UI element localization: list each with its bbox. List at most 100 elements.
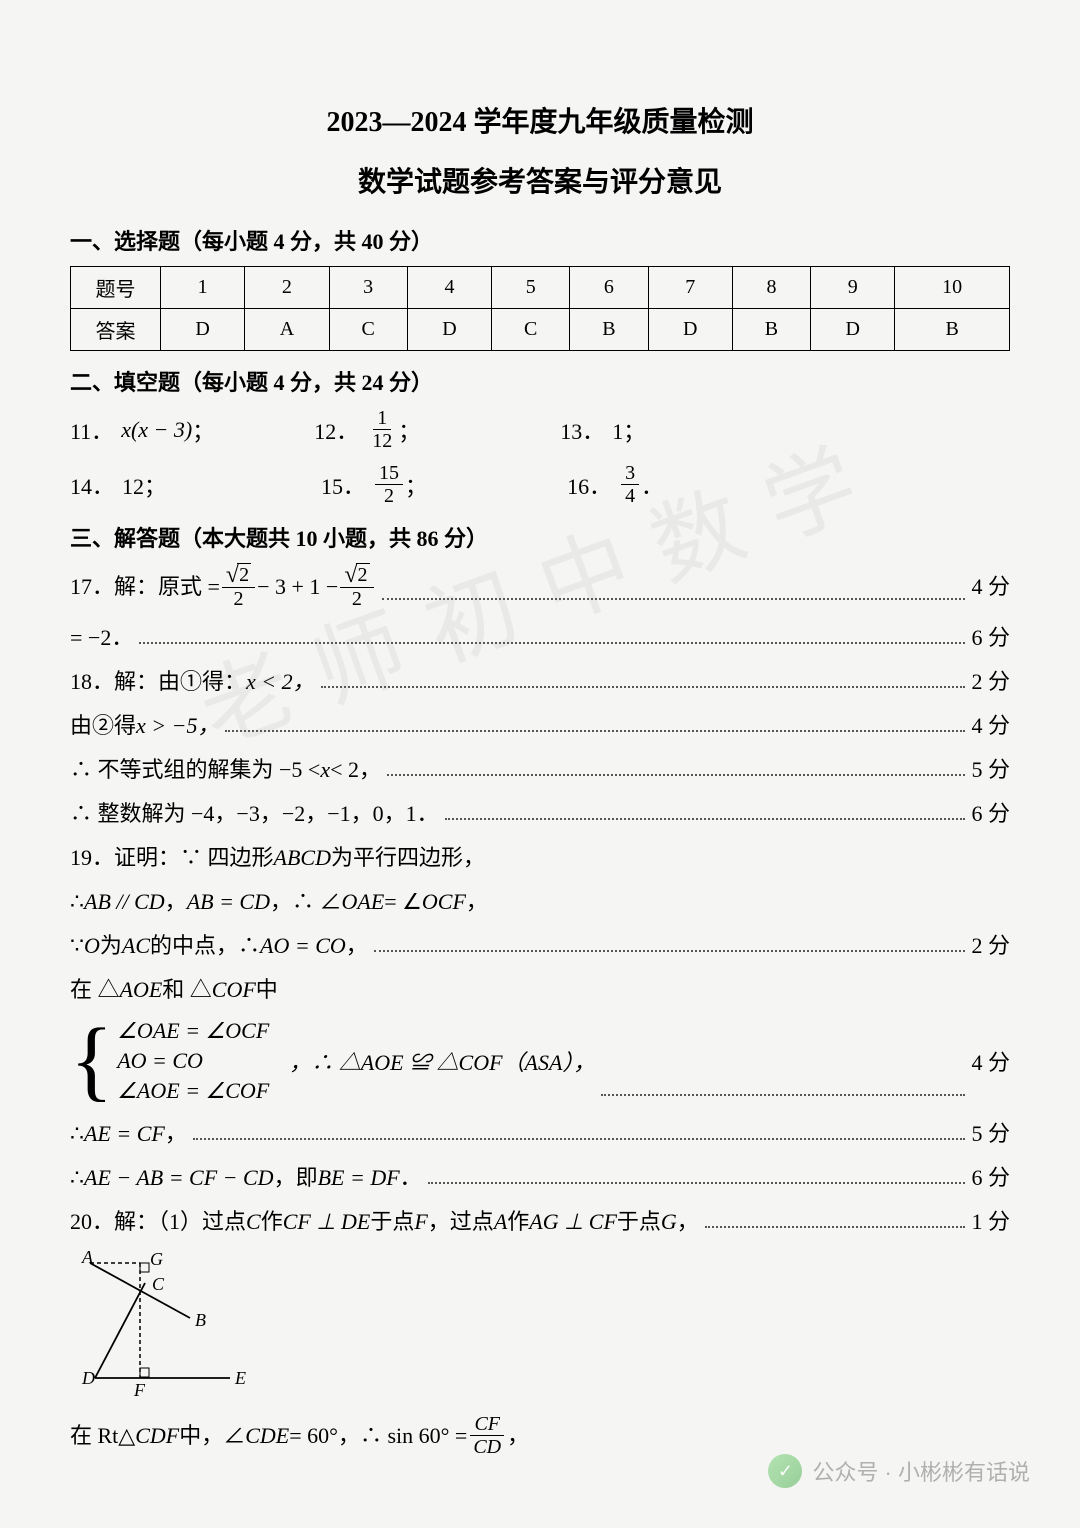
- q14: 14． 12；: [70, 469, 166, 501]
- q19-l2c: ，: [165, 885, 187, 918]
- q20-l2e: = 60°，∴ sin 60° =: [289, 1419, 467, 1452]
- wechat-icon: ✓: [768, 1454, 802, 1488]
- q19-l3e: 的中点，∴: [150, 929, 260, 962]
- q12-num: 12．: [314, 414, 358, 446]
- q16-bot: 4: [621, 485, 639, 507]
- q19-l3f: AO = CO: [260, 929, 346, 962]
- q13-ans: 1；: [612, 414, 645, 446]
- title-line-1: 2023—2024 学年度九年级质量检测: [70, 100, 1010, 140]
- q16-top: 3: [621, 462, 639, 485]
- col-num: 8: [732, 267, 810, 309]
- q20-l1c: 作: [261, 1205, 283, 1238]
- q15: 15． 15 2 ；: [321, 462, 427, 507]
- section-2-header: 二、填空题（每小题 4 分，共 24 分）: [70, 365, 1010, 397]
- q18-s4: 6 分: [971, 797, 1010, 830]
- label-A: A: [81, 1248, 94, 1267]
- q19-s3: 2 分: [971, 929, 1010, 962]
- ans-cell: A: [245, 309, 329, 351]
- q19-l6e: ．: [400, 1161, 422, 1194]
- q18-s1: 2 分: [971, 665, 1010, 698]
- q18-l3c: < 2，: [330, 753, 381, 786]
- q20-l1l: G: [661, 1205, 677, 1238]
- q18-s2: 4 分: [971, 709, 1010, 742]
- q20-l2a: 在 Rt△: [70, 1419, 135, 1452]
- q12-frac: 1 12: [368, 407, 396, 452]
- q19-l6d: BE = DF: [318, 1161, 400, 1194]
- q13-num: 13．: [560, 414, 604, 446]
- q17-sqrt2: 2: [356, 563, 370, 586]
- q20-frac-top: CF: [470, 1413, 504, 1436]
- q17-sqrt1: 2: [237, 563, 251, 586]
- q19-l2e: ，∴ ∠: [270, 885, 342, 918]
- q19-l5b: AE = CF: [84, 1117, 165, 1150]
- q15-top: 15: [375, 462, 403, 485]
- q16-frac: 3 4: [621, 462, 639, 507]
- table-row-nums: 题号 1 2 3 4 5 6 7 8 9 10: [71, 267, 1010, 309]
- q11-x: x: [121, 417, 131, 443]
- q19-l2: ∴ AB // CD ， AB = CD ，∴ ∠ OAE = ∠ OCF ，: [70, 884, 1010, 918]
- left-brace-icon: {: [70, 1016, 113, 1106]
- q19-l2b: AB // CD: [84, 885, 165, 918]
- answer-table: 题号 1 2 3 4 5 6 7 8 9 10 答案 D A C D C B D…: [70, 266, 1010, 351]
- q20-l2c: 中，∠: [179, 1419, 245, 1452]
- q17-den1: 2: [230, 588, 248, 610]
- q20-l1e: 于点: [370, 1205, 414, 1238]
- row-label-ans: 答案: [71, 309, 161, 351]
- q20-l2: 在 Rt△ CDF 中，∠ CDE = 60°，∴ sin 60° = CF C…: [70, 1413, 1010, 1458]
- q19-l4a: 在 △: [70, 973, 120, 1006]
- q12-top: 1: [373, 407, 391, 430]
- q20-l1h: A: [494, 1205, 507, 1238]
- q19-l2f: OAE: [342, 885, 385, 918]
- q17-score2: 6 分: [971, 621, 1010, 654]
- q19-l1: 19．证明：∵ 四边形 ABCD 为平行四边形，: [70, 840, 1010, 874]
- q19-l6c: ，即: [274, 1161, 318, 1194]
- q19-l6b: AE − AB = CF − CD: [84, 1161, 274, 1194]
- q20-l1: 20．解：（1）过点 C 作 CF ⊥ DE 于点 F ，过点 A 作 AG ⊥…: [70, 1204, 1010, 1238]
- q17-result: = −2．: [70, 621, 133, 654]
- q13: 13． 1；: [560, 414, 645, 446]
- q19-brace-group: { ∠OAE = ∠OCF AO = CO ∠AOE = ∠COF ，∴ △AO…: [70, 1016, 1010, 1106]
- brace-line-2: AO = CO: [117, 1048, 269, 1074]
- q16-suffix: ．: [641, 469, 663, 501]
- col-num: 2: [245, 267, 329, 309]
- q17-den2: 2: [348, 588, 366, 610]
- label-E: E: [234, 1368, 246, 1388]
- q20-frac: CF CD: [469, 1413, 505, 1458]
- fillblank-row-1: 11． x (x − 3) ； 12． 1 12 ； 13． 1；: [70, 407, 1010, 452]
- label-F: F: [133, 1380, 146, 1398]
- q18-l1a: 18．解：由①得：: [70, 665, 246, 698]
- q19-s5: 5 分: [971, 1117, 1010, 1150]
- q19-l2h: OCF: [422, 885, 466, 918]
- footer-watermark: ✓ 公众号 · 小彬彬有话说: [768, 1454, 1030, 1488]
- q19-l4d: COF: [212, 973, 256, 1006]
- q19-l2i: ，: [466, 885, 488, 918]
- q19-l3: ∵ O 为 AC 的中点，∴ AO = CO ， 2 分: [70, 928, 1010, 962]
- table-row-answers: 答案 D A C D C B D B D B: [71, 309, 1010, 351]
- q20-l1k: 于点: [617, 1205, 661, 1238]
- q19-l2g: = ∠: [384, 885, 422, 918]
- ans-cell: B: [732, 309, 810, 351]
- q18-l2: 由②得 x > −5， 4 分: [70, 708, 1010, 742]
- q17-prefix: 17．解：原式 =: [70, 570, 220, 603]
- label-G: G: [150, 1249, 163, 1269]
- q20-l1a: 20．解：（1）过点: [70, 1205, 246, 1238]
- col-num: 6: [570, 267, 648, 309]
- q17-mid: − 3 + 1 −: [257, 570, 338, 603]
- q12-bot: 12: [368, 430, 396, 452]
- q20-l2f: ，: [507, 1419, 529, 1452]
- q18-l2b: x > −5，: [136, 709, 219, 742]
- q15-num: 15．: [321, 469, 365, 501]
- q18-l1b: x < 2，: [246, 665, 315, 698]
- label-C: C: [152, 1274, 165, 1294]
- q20-l1m: ，: [677, 1205, 699, 1238]
- q18-l3b: x: [320, 753, 330, 786]
- q20-l1d: CF ⊥ DE: [283, 1205, 371, 1238]
- q19-l3c: 为: [100, 929, 122, 962]
- ans-cell: C: [329, 309, 407, 351]
- brace-line-1: ∠OAE = ∠OCF: [117, 1018, 269, 1044]
- q17-frac1: √2 2: [222, 563, 255, 610]
- brace-line-3: ∠AOE = ∠COF: [117, 1078, 269, 1104]
- q15-bot: 2: [380, 485, 398, 507]
- q19-l5c: ，: [165, 1117, 187, 1150]
- ans-cell: D: [811, 309, 895, 351]
